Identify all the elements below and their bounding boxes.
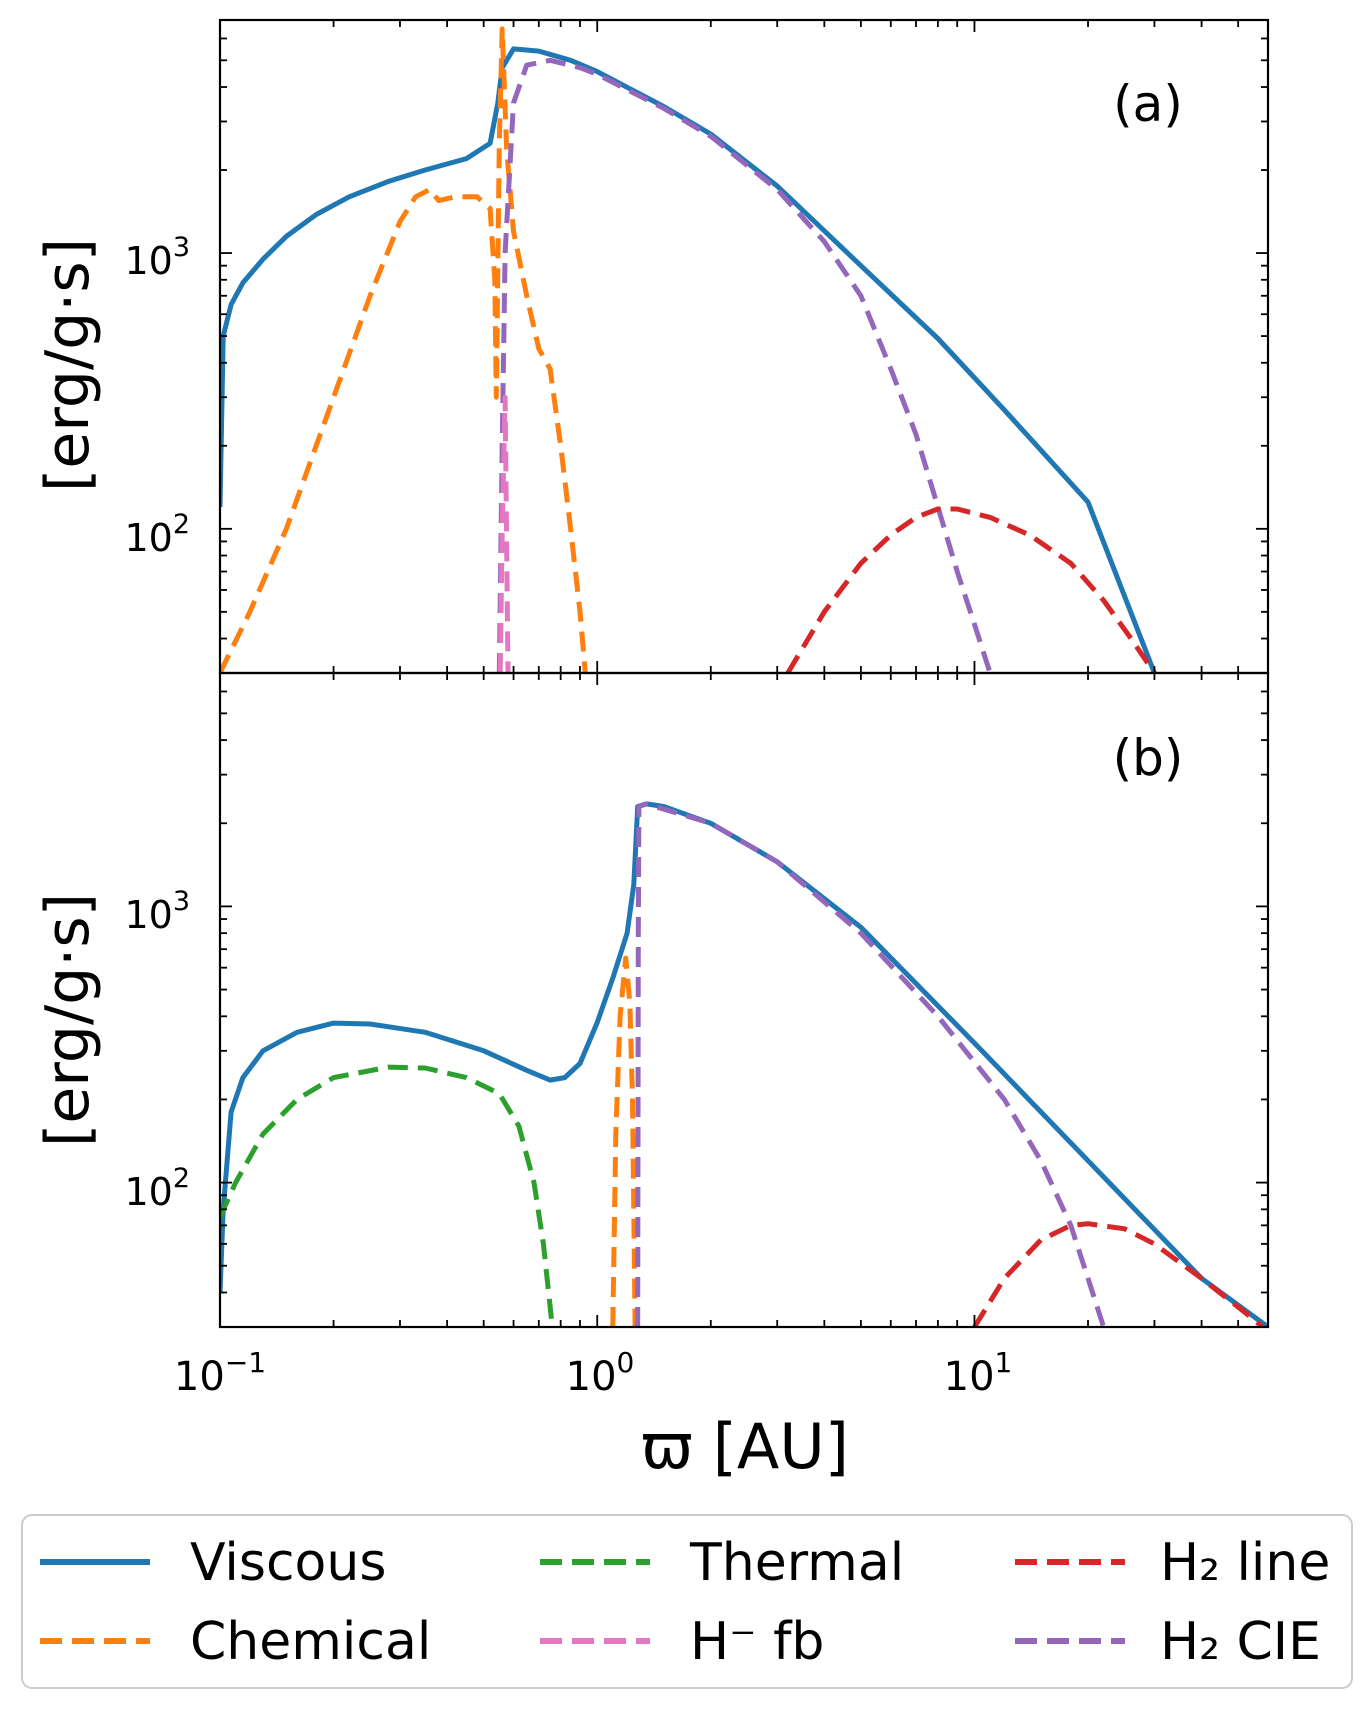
legend-label-viscous: Viscous — [190, 1533, 386, 1593]
panel-a-curves — [220, 26, 1157, 673]
panel-b-ylabel: [erg/g·s] — [33, 893, 103, 1147]
legend-label-h2-line: H₂ line — [1160, 1533, 1330, 1593]
panel-b-series-h2-cie — [635, 801, 1106, 1327]
legend-label-h-minus-fb: H⁻ fb — [690, 1612, 824, 1672]
panel-b-label: (b) — [1113, 729, 1184, 787]
xtick-label-0.1: 10−1 — [174, 1346, 266, 1400]
panel-b-frame — [218, 671, 1270, 1329]
panel-a-ytick-label-3: 103 — [124, 232, 190, 283]
legend: Viscous Thermal H₂ line Chemical H⁻ fb H… — [21, 1514, 1353, 1689]
legend-box — [21, 1514, 1353, 1689]
panel-a-series-chemical — [220, 26, 588, 673]
xtick-label-10: 101 — [944, 1346, 1013, 1400]
panel-a-ticks — [219, 19, 1269, 674]
panel-a-series-viscous — [220, 46, 1157, 673]
panel-b-ytick-label-2: 102 — [124, 1163, 190, 1214]
panel-a-series-h2-line — [785, 506, 1157, 673]
panel-a-series-h-fb — [497, 394, 511, 673]
panel-a-ytick-label-2: 102 — [124, 509, 190, 560]
panel-a: (a) [erg/g·s] 102 103 — [33, 18, 1270, 675]
x-axis-label: ϖ [AU] — [641, 1410, 849, 1483]
legend-label-h2-cie: H₂ CIE — [1160, 1612, 1321, 1672]
panel-b: (b) [erg/g·s] 102 103 — [33, 671, 1270, 1329]
legend-label-chemical: Chemical — [190, 1612, 431, 1672]
panel-b-series-chemical — [610, 955, 638, 1327]
panel-b-curves — [220, 801, 1268, 1327]
legend-label-thermal: Thermal — [689, 1533, 904, 1593]
panel-a-label: (a) — [1113, 75, 1183, 133]
panel-b-series-thermal — [220, 1064, 555, 1327]
xtick-label-1: 100 — [566, 1346, 635, 1400]
panel-a-series-h2-cie — [496, 57, 993, 673]
panel-a-ylabel: [erg/g·s] — [33, 238, 103, 492]
panel-b-ytick-label-3: 103 — [124, 886, 190, 937]
